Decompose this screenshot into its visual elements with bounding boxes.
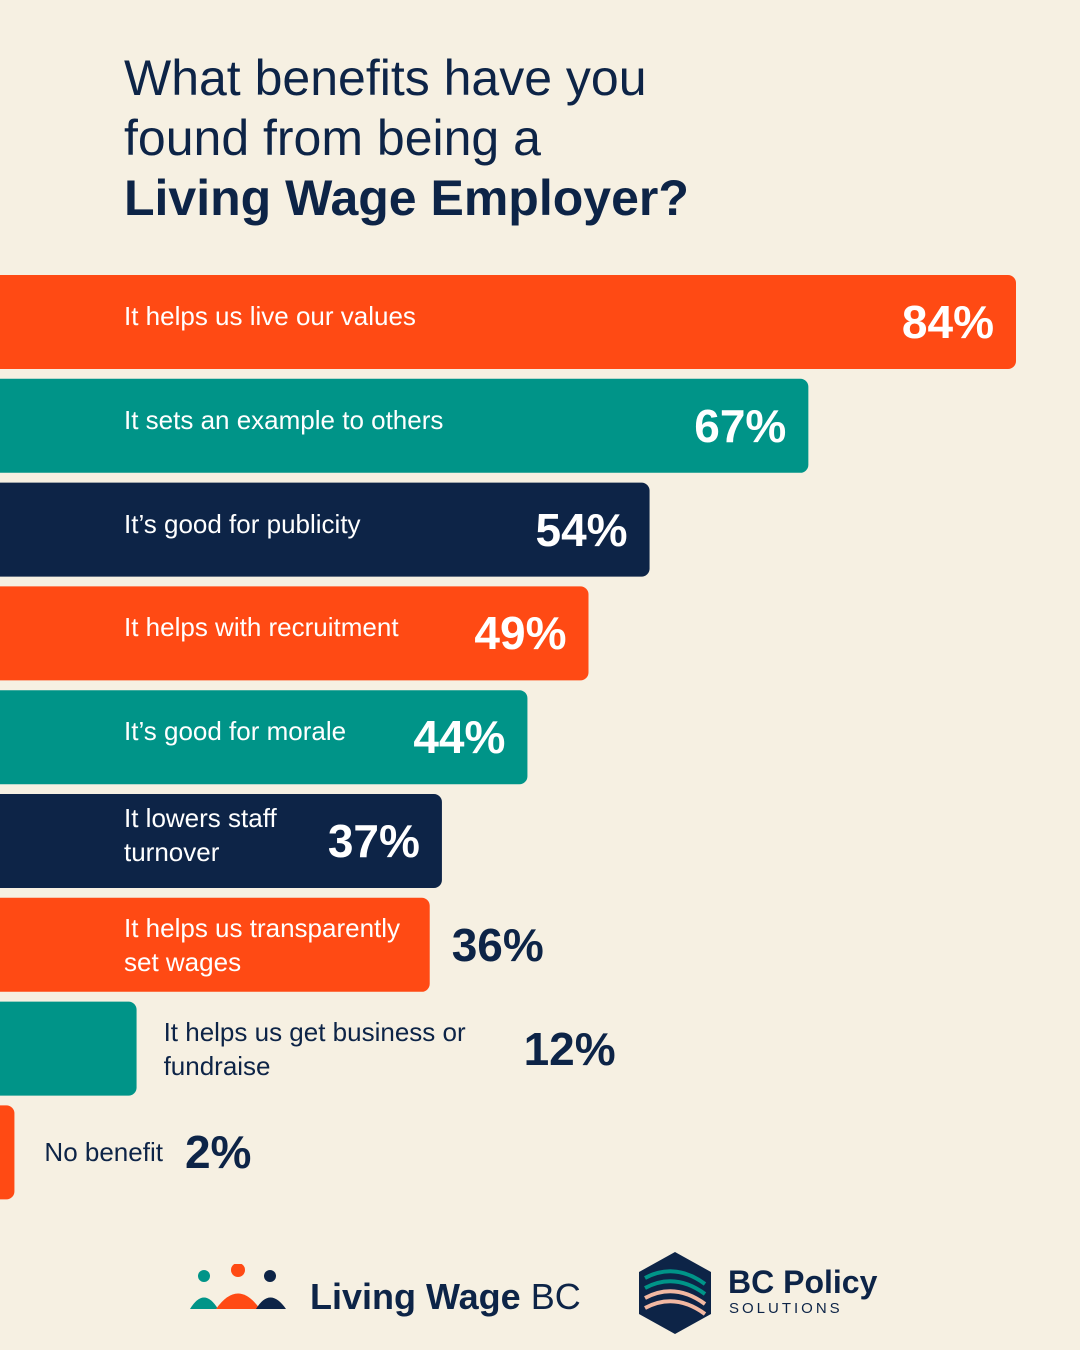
value-label-8: 12% — [523, 1022, 616, 1075]
value-label-5: 44% — [413, 711, 506, 764]
bar-4 — [0, 586, 589, 681]
bar-label-6: It lowers staff turnover — [124, 803, 277, 867]
bar-8 — [0, 1001, 137, 1096]
logo1-bold-text: Living Wage — [310, 1276, 521, 1317]
bar-label-7: It helps us transparently set wages — [124, 912, 401, 977]
living-wage-bc-logotype: Living Wage BC — [310, 1276, 581, 1318]
value-label-3: 54% — [535, 503, 628, 556]
value-label-9: 2% — [184, 1126, 252, 1179]
bar-label-9: No benefit — [44, 1137, 163, 1168]
title-line-3: Living Wage Employer? — [124, 170, 689, 226]
bar-label-4: It helps with recruitment — [124, 612, 399, 643]
bar-label-8: It helps us get business or fundraise — [163, 1016, 466, 1081]
value-label-6: 37% — [327, 815, 420, 867]
value-label-4: 49% — [474, 607, 567, 660]
bar-label-1: It helps us live our values — [124, 301, 416, 331]
chart-title: What benefits have you found from being … — [124, 48, 1024, 228]
value-label-2: 67% — [694, 399, 787, 452]
bc-policy-solutions-logo-icon — [639, 1252, 711, 1334]
living-wage-bc-logo-icon — [190, 1264, 286, 1309]
bar-1 — [0, 275, 1016, 369]
bar-3 — [0, 482, 650, 577]
bc-policy-logotype: BC Policy — [728, 1264, 878, 1300]
bar-2 — [0, 378, 809, 473]
value-label-1: 84% — [901, 296, 994, 348]
solutions-logotype: SOLUTIONS — [729, 1300, 843, 1317]
bar-6 — [0, 794, 442, 888]
bar-9 — [0, 1105, 15, 1200]
bar-5 — [0, 690, 528, 785]
value-label-7: 36% — [451, 918, 544, 971]
footer: Living Wage BC BC Policy SOLUTIONS — [0, 1240, 1080, 1350]
bar-label-5: It’s good for morale — [124, 716, 347, 747]
title-line-1: What benefits have you — [124, 50, 647, 106]
bar-label-2: It sets an example to others — [124, 404, 444, 435]
title-line-2: found from being a — [124, 110, 541, 166]
bar-label-3: It’s good for publicity — [124, 508, 361, 539]
bar-7 — [0, 897, 430, 992]
logo1-light-text: BC — [530, 1276, 581, 1317]
